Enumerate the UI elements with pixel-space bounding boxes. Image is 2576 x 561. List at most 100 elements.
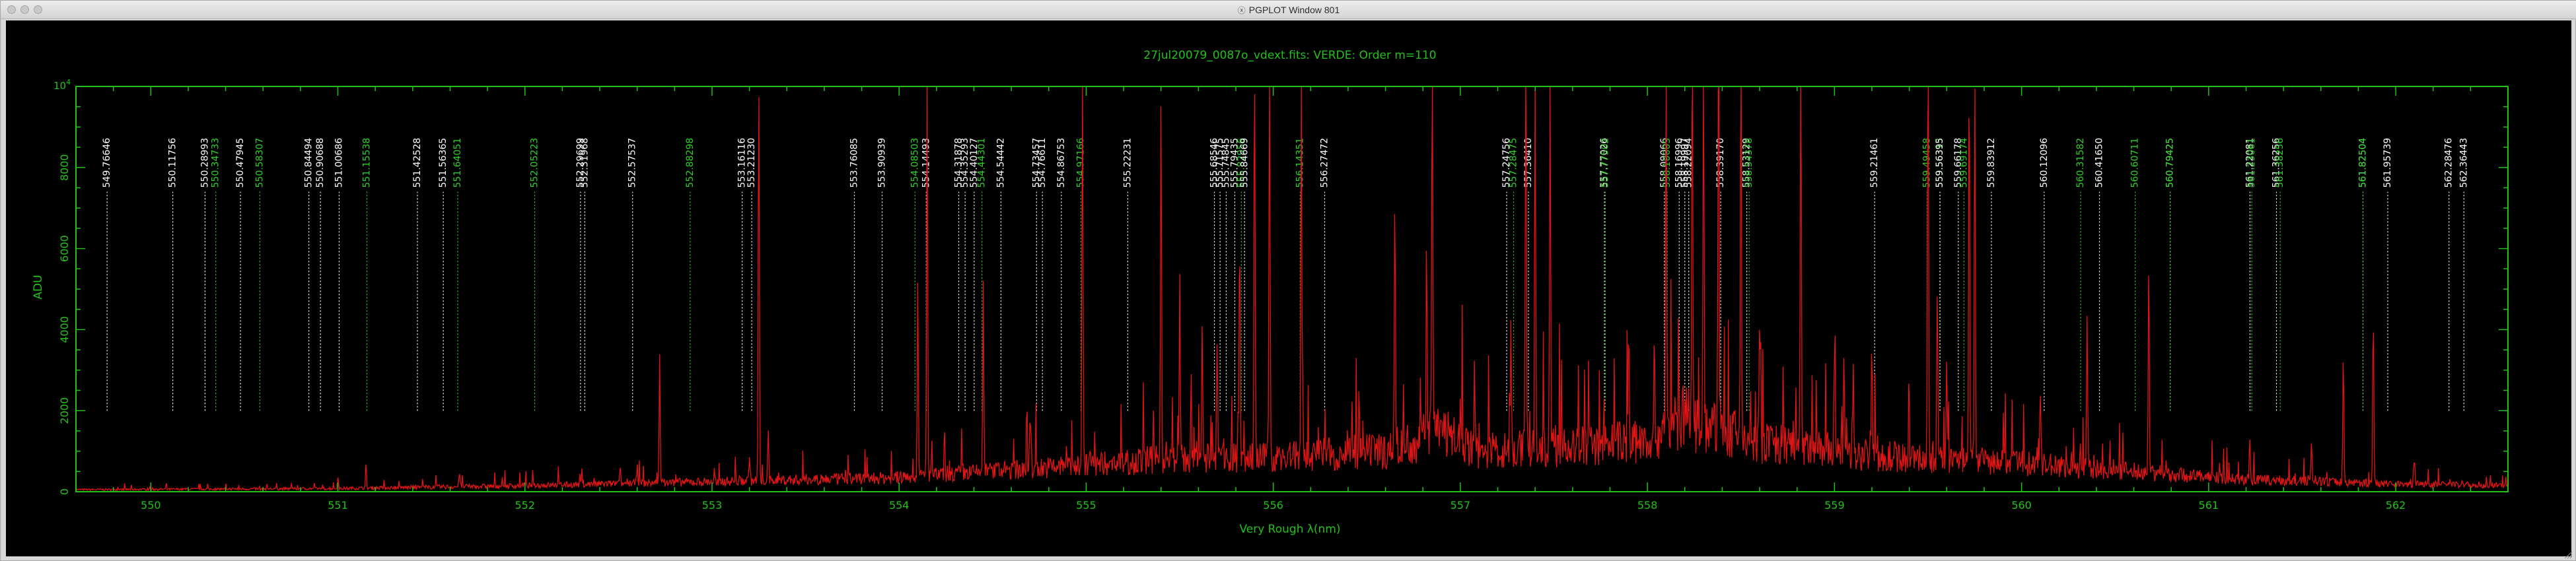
line-marker-label: 557.77026 <box>1599 138 1610 188</box>
line-marker-layer: 549.76646 550.11756 550.28993 550.34733 550.… <box>102 138 2469 411</box>
plot-canvas: 549.76646 550.11756 550.28993 550.34733 550.… <box>6 20 2571 556</box>
line-marker-label: 560.12096 <box>2039 138 2050 188</box>
axes-layer: 550 551 552 553 554 555 556 557 558 559 560 561 562 0… <box>58 86 2509 512</box>
x-tick-label: 557 <box>1450 499 1471 512</box>
window-title: PGPLOT Window 801 <box>1248 5 1340 15</box>
x-tick-label: 555 <box>1076 499 1096 512</box>
line-marker-label: 558.09066 <box>1659 138 1670 188</box>
zoom-window-button[interactable] <box>34 5 42 14</box>
x-tick-label: 560 <box>2011 499 2032 512</box>
line-marker-label: 557.28475 <box>1509 138 1519 188</box>
line-marker-label: 558.53129 <box>1742 138 1752 188</box>
y-axis-label: ADU <box>32 275 45 299</box>
y-tick-label: 2000 <box>58 397 71 424</box>
line-marker-label: 550.90688 <box>315 138 326 188</box>
line-marker-label: 554.76611 <box>1037 138 1048 188</box>
line-marker-label: 561.23061 <box>2246 138 2257 188</box>
spectrum-trace <box>75 86 2509 492</box>
y-axis-exponent-base: 10 <box>54 80 66 92</box>
line-marker-label: 555.79435 <box>1229 138 1240 188</box>
x-tick-label: 558 <box>1637 499 1658 512</box>
line-marker-label: 551.42528 <box>412 138 423 188</box>
line-marker-label: 554.31878 <box>954 138 964 188</box>
line-marker-label: 557.77502 <box>1600 138 1610 188</box>
spectrum-chart: 549.76646 550.11756 550.28993 550.34733 550.… <box>32 49 2509 536</box>
line-marker-label: 554.44301 <box>977 138 987 188</box>
line-marker-label: 561.22081 <box>2244 138 2255 188</box>
minimize-window-button[interactable] <box>20 5 29 14</box>
x-tick-label: 552 <box>515 499 535 512</box>
chart-title: 27jul20079_0087o_vdext.fits: VERDE: Orde… <box>1143 49 1436 62</box>
line-marker-label: 554.40127 <box>969 138 980 188</box>
y-tick-label: 6000 <box>58 235 71 262</box>
line-marker-label: 550.58307 <box>254 138 265 188</box>
line-marker-label: 552.57537 <box>627 138 638 188</box>
line-marker-label: 554.97166 <box>1075 138 1086 188</box>
line-marker-label: 556.27472 <box>1319 138 1330 188</box>
x-tick-label: 553 <box>702 499 723 512</box>
y-tick-label: 0 <box>58 488 71 495</box>
x-tick-label: 556 <box>1263 499 1283 512</box>
line-marker-label: 561.95739 <box>2382 138 2393 188</box>
x-tick-label: 554 <box>889 499 910 512</box>
line-marker-label: 553.76085 <box>849 138 859 188</box>
line-marker-label: 560.60711 <box>2130 138 2141 188</box>
line-marker-label: 551.56365 <box>438 138 448 188</box>
x11-icon: ⓧ <box>1237 6 1246 15</box>
x-tick-label: 562 <box>2386 499 2406 512</box>
line-marker-label: 555.84669 <box>1239 138 1250 188</box>
line-marker-label: 560.41650 <box>2094 138 2105 188</box>
line-marker-label: 558.16996 <box>1674 138 1684 188</box>
line-marker-label: 555.74845 <box>1221 138 1231 188</box>
line-marker-label: 551.15538 <box>362 138 373 188</box>
line-marker-label: 561.82504 <box>2358 138 2369 188</box>
line-marker-label: 554.54442 <box>995 138 1006 188</box>
line-marker-label: 552.31968 <box>579 138 590 188</box>
line-marker-label: 551.00686 <box>334 138 344 188</box>
line-marker-label: 559.56395 <box>1935 138 1945 188</box>
line-marker-label: 557.36410 <box>1523 138 1534 188</box>
line-marker-label: 550.28993 <box>199 138 210 188</box>
line-marker-label: 554.86753 <box>1056 138 1067 188</box>
line-marker-label: 558.39170 <box>1715 138 1726 188</box>
line-marker-label: 553.21230 <box>746 138 757 188</box>
line-marker-label: 551.64051 <box>452 138 463 188</box>
line-marker-label: 555.71575 <box>1215 138 1225 188</box>
line-marker-label: 560.79425 <box>2165 138 2176 188</box>
x-tick-label: 551 <box>328 499 348 512</box>
line-marker-label: 558.19997 <box>1680 138 1690 188</box>
line-marker-label: 559.69174 <box>1958 138 1969 188</box>
line-marker-label: 560.79425 <box>2165 138 2176 188</box>
line-marker-label: 561.38256 <box>2275 138 2285 188</box>
spectrum-layer <box>75 86 2509 492</box>
line-marker-label: 555.68546 <box>1209 138 1220 188</box>
line-marker-label: 555.22231 <box>1122 138 1133 188</box>
line-marker-label: 555.82956 <box>1236 138 1246 188</box>
window-titlebar[interactable]: ⓧ PGPLOT Window 801 <box>1 1 2576 19</box>
window-title-bar-text: ⓧ PGPLOT Window 801 <box>1 1 2576 19</box>
line-marker-label: 553.90939 <box>877 138 888 188</box>
y-axis-exponent-power: 4 <box>66 78 71 86</box>
resize-grip-icon[interactable] <box>2563 551 2573 559</box>
x-tick-label: 559 <box>1824 499 1845 512</box>
line-marker-label: 554.14493 <box>921 138 931 188</box>
y-tick-label: 8000 <box>58 154 71 181</box>
line-marker-label: 553.16116 <box>737 138 748 188</box>
line-marker-label: 561.82504 <box>2358 138 2369 188</box>
line-marker-label: 559.83912 <box>1986 138 1997 188</box>
line-marker-label: 560.31582 <box>2075 138 2086 188</box>
line-marker-label: 549.76646 <box>102 138 112 188</box>
line-marker-label: 561.36256 <box>2272 138 2282 188</box>
x-tick-label: 561 <box>2199 499 2219 512</box>
close-window-button[interactable] <box>7 5 16 14</box>
line-marker-label: 557.24756 <box>1501 138 1512 188</box>
line-marker-label: 562.36443 <box>2458 138 2469 188</box>
line-marker-label: 554.35293 <box>960 138 970 188</box>
line-marker-label: 556.14351 <box>1295 138 1305 188</box>
line-marker-label: 562.28476 <box>2444 138 2454 188</box>
line-marker-label: 550.11756 <box>168 138 178 188</box>
line-marker-label: 559.56313 <box>1935 138 1945 188</box>
y-axis-exponent: 104 <box>54 78 71 92</box>
line-marker-label: 554.73457 <box>1031 138 1042 188</box>
